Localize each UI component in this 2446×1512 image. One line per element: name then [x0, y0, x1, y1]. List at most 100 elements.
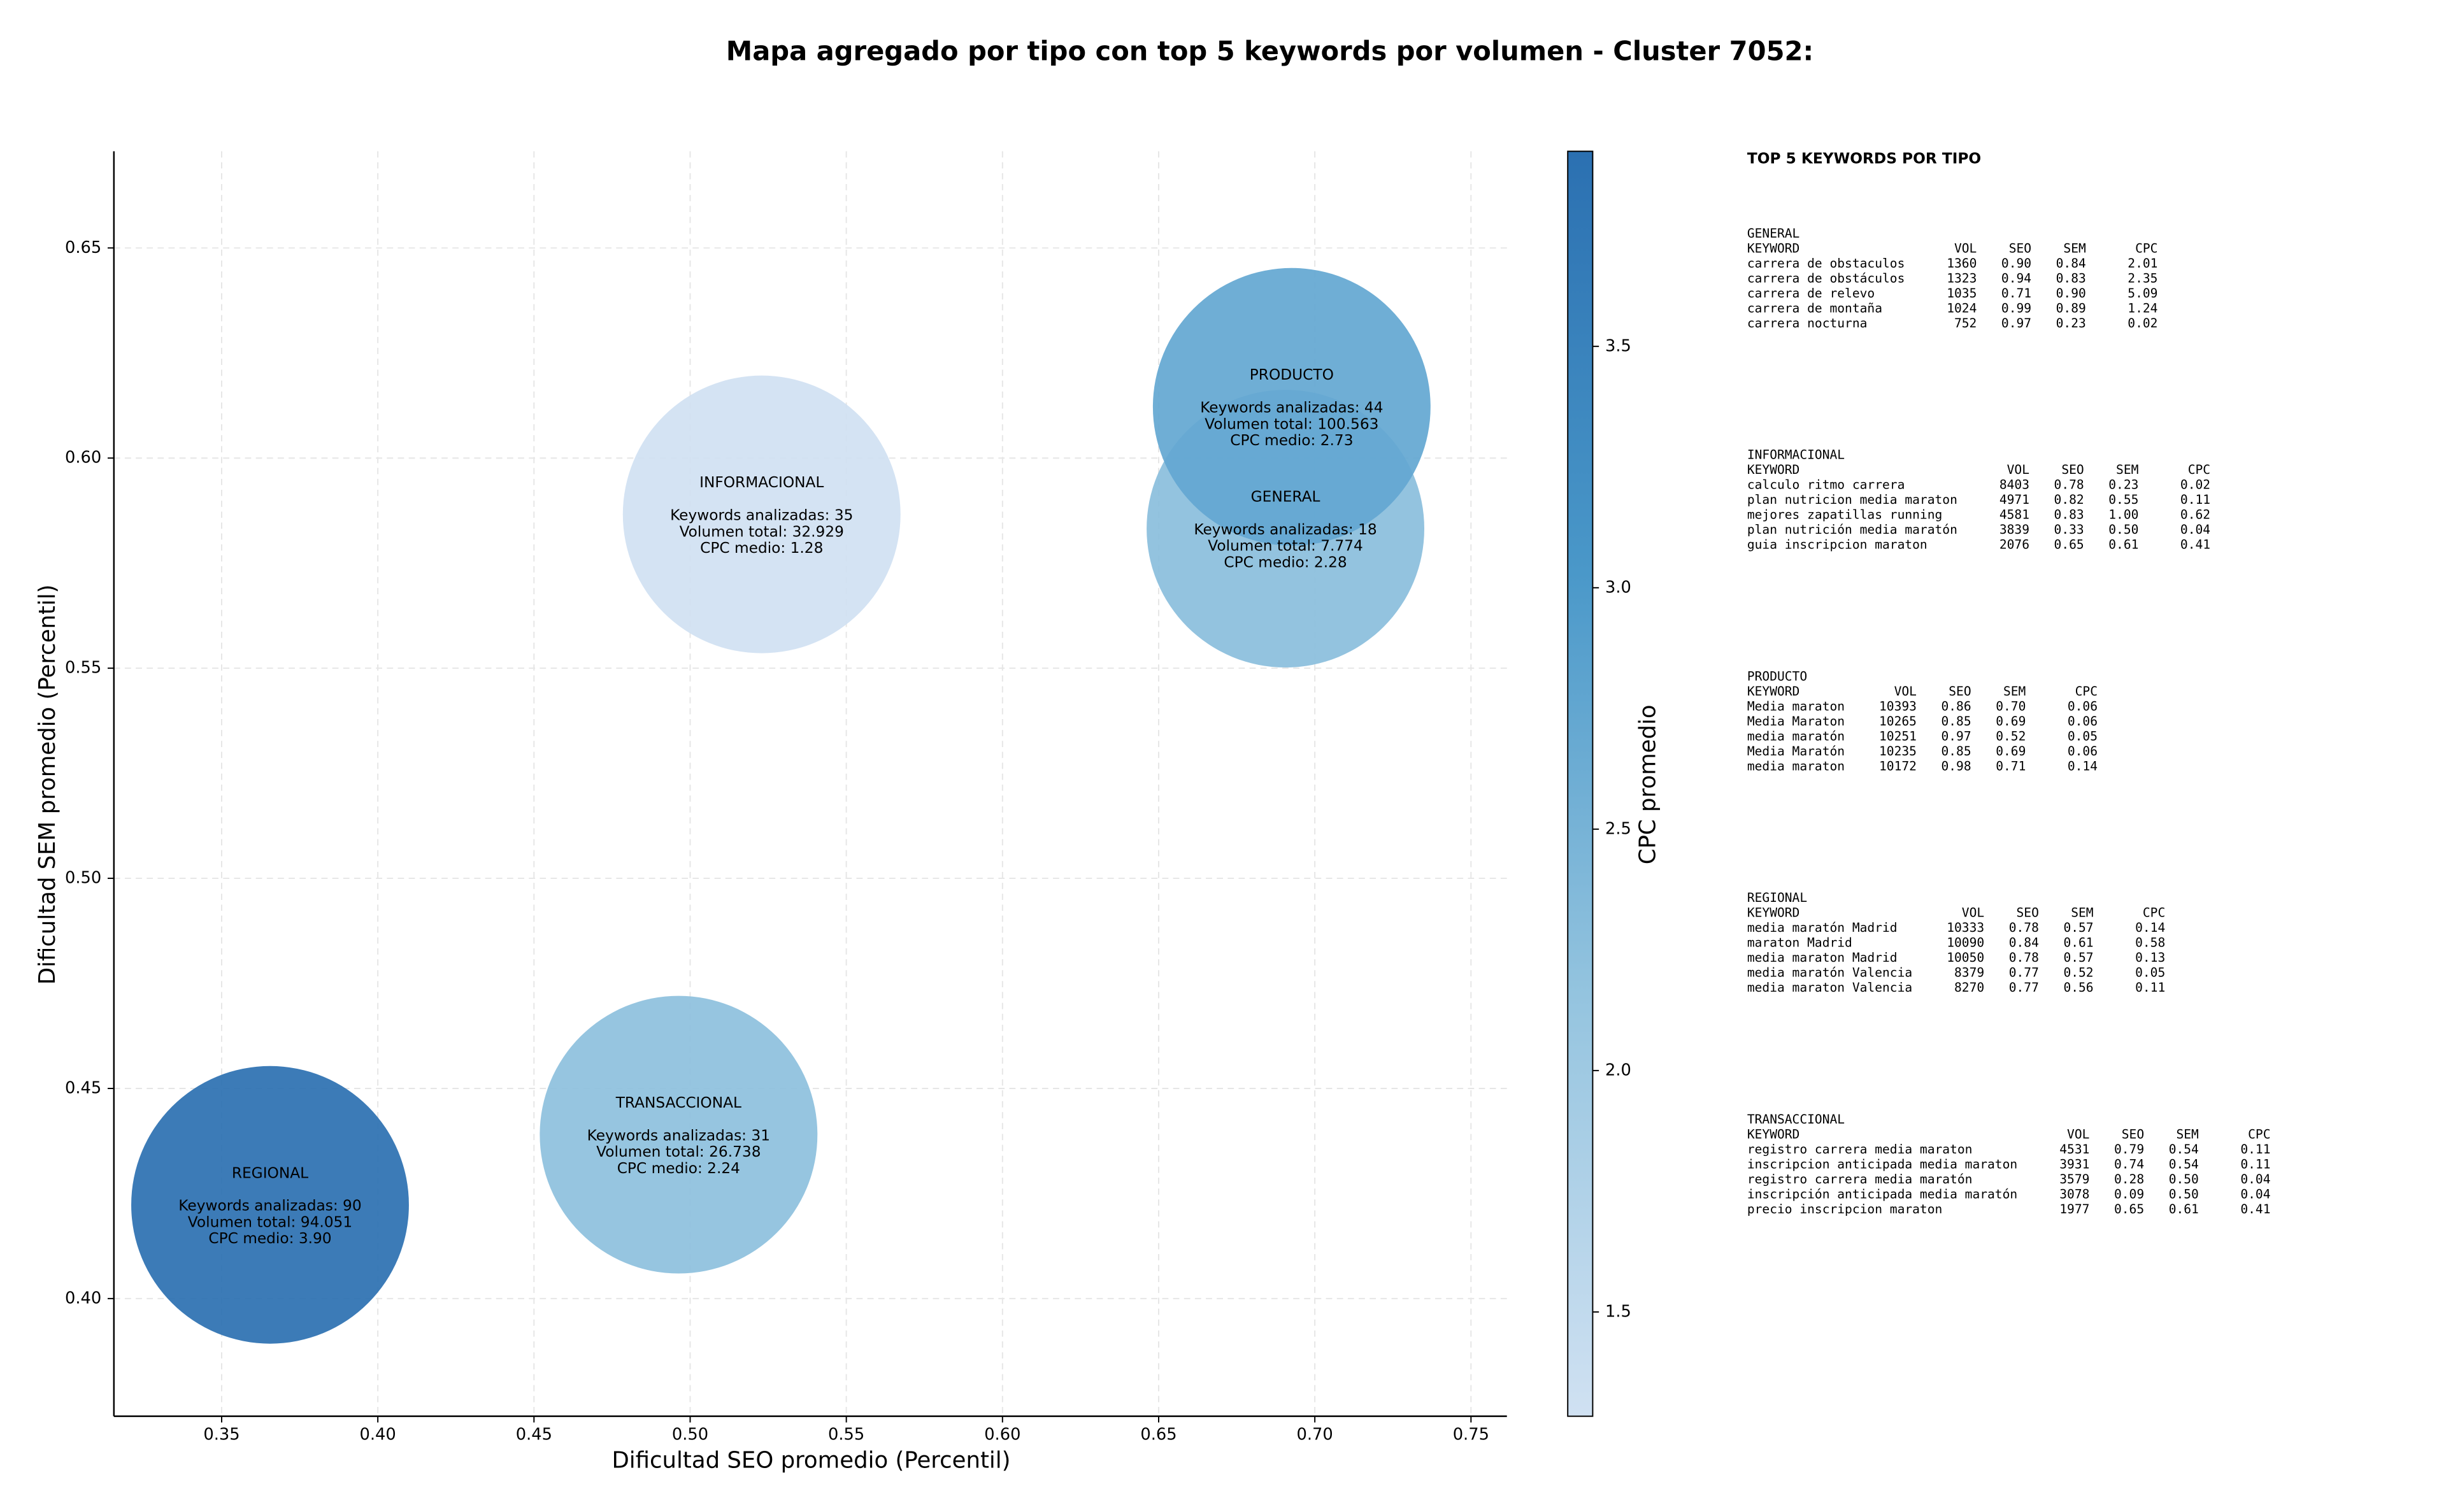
table-cell: 0.14 [2135, 920, 2165, 935]
table-cell: 0.11 [2180, 492, 2210, 507]
table-cell: 0.61 [2063, 936, 2093, 950]
table-cell: 2076 [1999, 538, 2029, 552]
table-cell: 0.04 [2240, 1187, 2270, 1201]
panel-title: TOP 5 KEYWORDS POR TIPO [1747, 150, 1981, 167]
bubble-detail: Keywords analizadas: 35 [670, 507, 853, 524]
section-header: SEO [2061, 462, 2084, 477]
bubble-detail: CPC medio: 2.73 [1230, 432, 1353, 449]
bubble-detail: Volumen total: 7.774 [1208, 538, 1363, 555]
chart-title: Mapa agregado por tipo con top 5 keyword… [726, 35, 1813, 66]
section-header: SEM [2176, 1127, 2198, 1141]
table-cell: 0.61 [2108, 538, 2138, 552]
section-name: PRODUCTO [1747, 669, 1807, 683]
colorbar-tick-label: 3.5 [1605, 336, 1631, 355]
table-cell: 0.85 [1942, 714, 1971, 729]
table-cell: 10333 [1947, 920, 1984, 935]
section-header: KEYWORD [1747, 906, 1800, 920]
section-header: CPC [2188, 462, 2210, 477]
table-cell: media maratón Valencia [1747, 966, 1912, 980]
y-axis-label: Dificultad SEM promedio (Percentil) [34, 584, 61, 985]
table-cell: 0.50 [2169, 1172, 2199, 1187]
table-cell: 0.52 [2063, 966, 2093, 980]
table-cell: 0.14 [2068, 759, 2098, 773]
table-cell: 0.69 [1996, 714, 2026, 729]
x-tick-label: 0.70 [1297, 1425, 1333, 1444]
table-cell: 0.11 [2135, 980, 2165, 995]
section-name: TRANSACCIONAL [1747, 1112, 1845, 1127]
bubble-detail: CPC medio: 2.28 [1224, 553, 1347, 571]
table-cell: 0.05 [2068, 729, 2098, 743]
x-tick-label: 0.55 [828, 1425, 864, 1444]
bubble-name: REGIONAL [232, 1164, 308, 1181]
y-tick-label: 0.45 [65, 1078, 101, 1097]
section-header: CPC [2075, 684, 2098, 699]
table-cell: 0.74 [2114, 1157, 2144, 1171]
section-header: SEO [2009, 241, 2031, 255]
table-cell: 0.83 [2056, 271, 2086, 285]
table-cell: 0.89 [2056, 301, 2086, 315]
y-tick-label: 0.60 [65, 448, 101, 467]
table-cell: 3078 [2059, 1187, 2089, 1201]
bubble-detail: CPC medio: 1.28 [700, 539, 823, 557]
x-tick-label: 0.35 [203, 1425, 240, 1444]
table-cell: 0.65 [2054, 538, 2084, 552]
bubble [622, 375, 901, 653]
table-cell: 0.04 [2180, 522, 2210, 537]
y-tick-label: 0.40 [65, 1288, 101, 1308]
section-header: SEO [2017, 906, 2039, 920]
table-cell: 0.71 [2001, 286, 2031, 301]
table-cell: 0.09 [2114, 1187, 2144, 1201]
table-cell: 0.33 [2054, 522, 2084, 537]
x-tick-label: 0.40 [360, 1425, 396, 1444]
table-cell: 0.50 [2108, 522, 2138, 537]
table-cell: 4531 [2059, 1142, 2089, 1157]
bubble-detail: CPC medio: 3.90 [208, 1230, 331, 1247]
table-cell: 0.06 [2068, 744, 2098, 759]
section-name: REGIONAL [1747, 890, 1807, 905]
table-cell: 3579 [2059, 1172, 2089, 1187]
colorbar [1567, 150, 1594, 1417]
bubble-name: INFORMACIONAL [699, 474, 824, 491]
table-cell: guia inscripcion maraton [1747, 538, 1927, 552]
bubble [1152, 267, 1431, 546]
table-cell: 0.82 [2054, 492, 2084, 507]
bubble [131, 1066, 409, 1344]
table-cell: 0.78 [2009, 950, 2039, 965]
table-cell: 0.23 [2056, 316, 2086, 331]
table-cell: 0.06 [2068, 714, 2098, 729]
table-cell: 1.00 [2108, 508, 2138, 522]
table-cell: 0.57 [2063, 950, 2093, 965]
table-cell: 8270 [1954, 980, 1984, 995]
section-header: KEYWORD [1747, 684, 1800, 699]
x-tick-label: 0.65 [1140, 1425, 1177, 1444]
section-name: GENERAL [1747, 226, 1800, 241]
table-cell: 0.99 [2001, 301, 2031, 315]
table-cell: 0.02 [2180, 478, 2210, 492]
table-cell: 0.79 [2114, 1142, 2144, 1157]
table-cell: registro carrera media maraton [1747, 1142, 1973, 1157]
table-cell: 0.61 [2169, 1202, 2199, 1216]
table-cell: Media maraton [1747, 699, 1845, 713]
table-cell: 1035 [1947, 286, 1977, 301]
table-cell: 0.58 [2135, 936, 2165, 950]
y-tick-label: 0.65 [65, 238, 101, 257]
table-cell: 0.70 [1996, 699, 2026, 713]
table-cell: 0.41 [2180, 538, 2210, 552]
table-cell: 0.98 [1942, 759, 1971, 773]
table-cell: plan nutrición media maratón [1747, 522, 1957, 537]
table-cell: 0.56 [2063, 980, 2093, 995]
table-cell: calculo ritmo carrera [1747, 478, 1905, 492]
table-cell: 0.13 [2135, 950, 2165, 965]
table-cell: 0.86 [1942, 699, 1971, 713]
bubble-detail: Volumen total: 100.563 [1205, 415, 1378, 432]
table-cell: 10090 [1947, 936, 1984, 950]
table-cell: 1360 [1947, 256, 1977, 271]
x-tick-label: 0.50 [672, 1425, 708, 1444]
section-header: SEM [2116, 462, 2138, 477]
table-cell: media maraton [1747, 759, 1845, 773]
section-header: VOL [1962, 906, 1984, 920]
table-cell: mejores zapatillas running [1747, 508, 1942, 522]
bubble [540, 995, 818, 1274]
x-tick-label: 0.45 [516, 1425, 552, 1444]
table-cell: 0.83 [2054, 508, 2084, 522]
